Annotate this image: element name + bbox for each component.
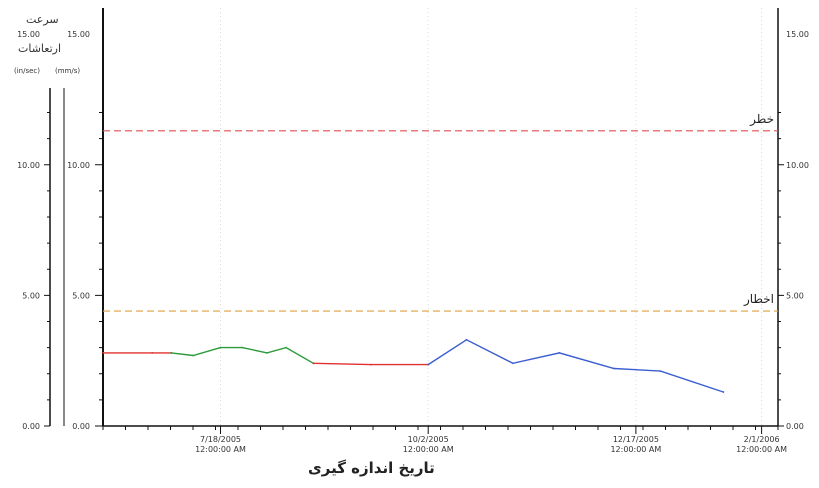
data-point-0-0 <box>102 351 104 354</box>
y-tick-label-outer-0: 0.00 <box>22 422 40 431</box>
x-tick-label-time-1: 12:00:00 AM <box>403 445 454 454</box>
y-tick-label-right-3: 15.00 <box>786 30 809 39</box>
data-point-0-1 <box>151 351 154 354</box>
y-tick-label-inner-1: 5.00 <box>72 291 90 300</box>
x-axis-title: تاریخ اندازه گیری <box>308 459 435 477</box>
y-tick-label-outer-2: 10.00 <box>17 161 40 170</box>
y-tick-label-inner-0: 0.00 <box>72 422 90 431</box>
data-point-1-3 <box>241 346 244 349</box>
x-tick-label-time-2: 12:00:00 AM <box>610 445 661 454</box>
x-tick-label-date-0: 7/18/2005 <box>200 435 241 444</box>
x-tick-label-date-1: 10/2/2005 <box>408 435 449 444</box>
threshold-label-0: خطر <box>749 112 774 127</box>
data-point-2-1 <box>369 363 372 366</box>
x-tick-label-date-2: 12/17/2005 <box>613 435 659 444</box>
data-point-3-4 <box>613 367 615 370</box>
data-point-1-4 <box>266 351 268 354</box>
threshold-label-1: اخطار <box>743 292 774 307</box>
data-point-3-2 <box>512 362 514 365</box>
data-point-1-0 <box>170 351 173 354</box>
y-tick-label-outer-3: 15.00 <box>17 30 40 39</box>
y-unit-inner: (mm/s) <box>55 67 81 75</box>
data-point-3-6 <box>722 391 725 393</box>
series-line-3 <box>427 338 724 393</box>
y-tick-label-right-0: 0.00 <box>786 422 804 431</box>
y-tick-label-right-2: 10.00 <box>786 161 809 170</box>
y-tick-label-inner-2: 10.00 <box>67 161 90 170</box>
data-point-2-0 <box>312 362 315 365</box>
y-unit-outer: (in/sec) <box>14 67 41 75</box>
data-point-1-5 <box>285 346 287 349</box>
data-point-3-5 <box>659 370 662 373</box>
y-tick-label-outer-1: 5.00 <box>22 291 40 300</box>
x-tick-label-time-3: 12:00:00 AM <box>736 445 787 454</box>
data-point-1-2 <box>219 346 222 349</box>
y-tick-label-right-1: 5.00 <box>786 291 804 300</box>
y-title-line1: سرعت <box>26 13 59 26</box>
data-point-1-1 <box>192 354 195 357</box>
x-tick-label-time-0: 12:00:00 AM <box>195 445 246 454</box>
data-point-3-1 <box>465 338 468 341</box>
x-tick-label-date-3: 2/1/2006 <box>744 435 780 444</box>
y-title-line2: ارتعاشات <box>18 42 62 55</box>
y-tick-label-inner-3: 15.00 <box>67 30 90 39</box>
data-point-3-0 <box>427 363 430 366</box>
data-point-3-3 <box>558 351 561 354</box>
